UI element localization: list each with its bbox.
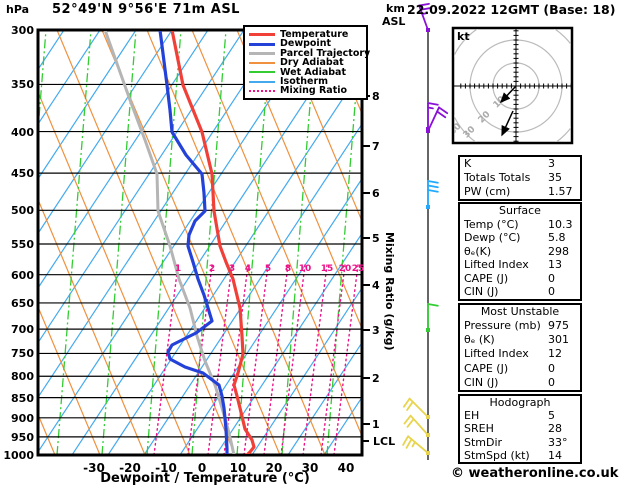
wet-adiabat-line [236,31,272,454]
barb-feather [436,110,447,119]
barb-level-dot [426,28,430,32]
barb-level-dot [426,415,430,419]
isotherm-line [39,31,317,452]
mixing-ratio-line [223,264,249,454]
dry-adiabat-line [56,31,236,454]
barb-feather [406,418,415,428]
wet-adiabat-line [146,31,182,454]
dewpoint-curve [158,31,229,454]
dry-adiabat-line [39,415,56,454]
mixing-ratio-line [243,264,269,454]
barb-feather [427,189,439,193]
barb-feather [438,106,449,115]
barb-half-feather [421,12,429,15]
barb-feather [427,184,439,189]
barb-half-feather [411,441,416,448]
barb-half-feather [427,106,434,110]
dry-adiabat-line [39,200,146,454]
mixing-ratio-line [153,264,179,454]
dry-adiabat-line [39,307,101,454]
wet-adiabat-line [101,31,137,454]
barb-feather [419,7,432,11]
sounding-curves [103,31,256,454]
isotherm-line [215,233,361,454]
mixing-ratio-line [333,264,359,454]
isotherm-line [39,31,173,233]
temperature-curve [170,31,256,454]
wet-adiabat-line [56,31,92,454]
barb-level-dot [426,328,430,332]
shear-arrow [499,85,517,104]
mixing-ratio-line [187,264,213,454]
wet-adiabat-line [39,31,47,126]
wind-barb [426,303,439,332]
isotherm-line [39,31,209,288]
isotherm-line [39,31,65,70]
barb-level-dot [426,129,430,133]
hodograph-ring-label: 40 [448,122,464,138]
wet-adiabat-line [326,31,361,454]
barb-level-dot [426,205,430,209]
isotherm-line [39,31,281,397]
barb-feather [427,180,439,184]
barb-level-dot [426,451,430,455]
wet-adiabat-line [281,31,317,454]
dry-adiabat-line [39,92,191,454]
barb-feather [427,102,439,106]
wind-barb [426,106,449,133]
dry-adiabat-line [281,31,361,221]
isotherm-line [287,343,361,454]
isotherm-line [251,288,361,454]
isotherm-line [107,69,361,454]
mixing-ratio-line [320,264,346,454]
isotherm-line [39,31,245,343]
background-grid [0,30,361,455]
isotherm-line [71,31,353,454]
wet-adiabat-line [191,31,227,454]
dry-adiabat-line [236,31,361,328]
barb-feather [403,414,412,425]
barb-level-dot [426,433,430,437]
isotherm-line [0,30,28,455]
mixing-ratio-line [263,264,289,454]
isotherm-line [179,179,361,454]
barb-feather [406,400,414,411]
barb-feather [418,2,430,7]
isotherm-line [39,31,137,179]
wind-barb [402,435,430,455]
dry-adiabat-line [191,31,361,436]
isotherm-line [39,31,101,124]
isotherm-line [143,124,361,454]
wind-barb [418,2,432,32]
barb-feather [402,435,409,446]
mixing-ratio-line [302,264,328,454]
barb-feather [405,438,413,449]
barb-feather [427,303,439,307]
dry-adiabat-line [146,31,326,454]
chart-frame [36,28,364,457]
wind-barb [402,397,430,419]
wind-barb [403,414,430,437]
wind-barb [426,102,439,131]
shear-arrow [501,110,514,137]
dry-adiabat-line [326,31,361,113]
mixing-ratio-line [280,264,306,454]
barb-feather [402,397,411,408]
wind-barb [426,180,439,209]
mixing-ratio-line [207,264,233,454]
